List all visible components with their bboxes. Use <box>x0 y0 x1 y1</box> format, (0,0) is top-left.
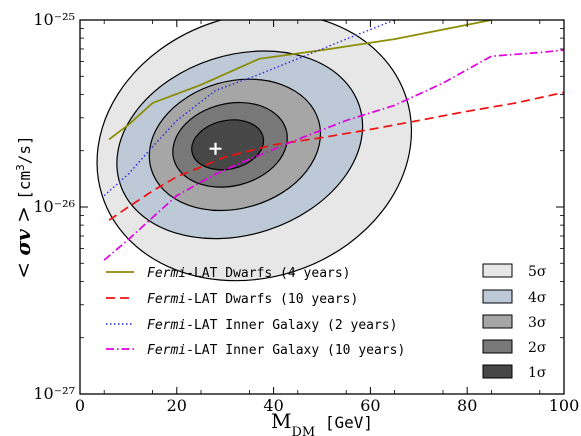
legend-swatch-1 <box>482 289 513 304</box>
legend-swatch-0 <box>482 263 513 278</box>
legend-swatch-4 <box>482 364 513 379</box>
legend-sigma-label-1: 4σ <box>528 290 547 306</box>
series-line-2 <box>103 20 395 197</box>
x-tick-label: 80 <box>457 396 477 415</box>
x-tick-label: 100 <box>549 396 580 415</box>
y-tick-label: 10⁻²⁶ <box>33 197 75 216</box>
y-tick-label: 10⁻²⁷ <box>33 384 75 403</box>
x-tick-label: 40 <box>263 396 283 415</box>
legend-label-3: Fermi-LAT Inner Galaxy (10 years) <box>147 343 405 358</box>
legend-label-2: Fermi-LAT Inner Galaxy (2 years) <box>147 318 397 333</box>
svg-text:< σv > [cm3/s]: < σv > [cm3/s] <box>11 135 35 278</box>
contour-1sigma <box>191 119 265 171</box>
legend-sigma-label-4: 1σ <box>528 365 547 381</box>
legend-label-0: Fermi-LAT Dwarfs (4 years) <box>147 266 351 281</box>
x-tick-label: 20 <box>167 396 187 415</box>
svg-text:MDM [GeV]: MDM [GeV] <box>271 409 373 436</box>
legend-swatch-3 <box>482 339 513 354</box>
legend-sigma-label-0: 5σ <box>528 264 547 280</box>
legend-sigma-label-2: 3σ <box>528 315 547 331</box>
y-tick-label: 10⁻²⁵ <box>33 10 75 29</box>
legend-swatch-2 <box>482 314 513 329</box>
legend-label-1: Fermi-LAT Dwarfs (10 years) <box>147 292 358 307</box>
x-tick-label: 60 <box>360 396 380 415</box>
series-line-0 <box>108 20 492 141</box>
series-line-3 <box>103 49 564 261</box>
series-line-1 <box>108 91 564 221</box>
y-axis-label: < σv > [cm3/s] <box>11 135 35 278</box>
legend-sigma-label-3: 2σ <box>528 340 547 356</box>
best-fit-marker <box>209 142 222 155</box>
x-tick-label: 0 <box>75 396 85 415</box>
x-axis-label: MDM [GeV] <box>271 409 373 436</box>
